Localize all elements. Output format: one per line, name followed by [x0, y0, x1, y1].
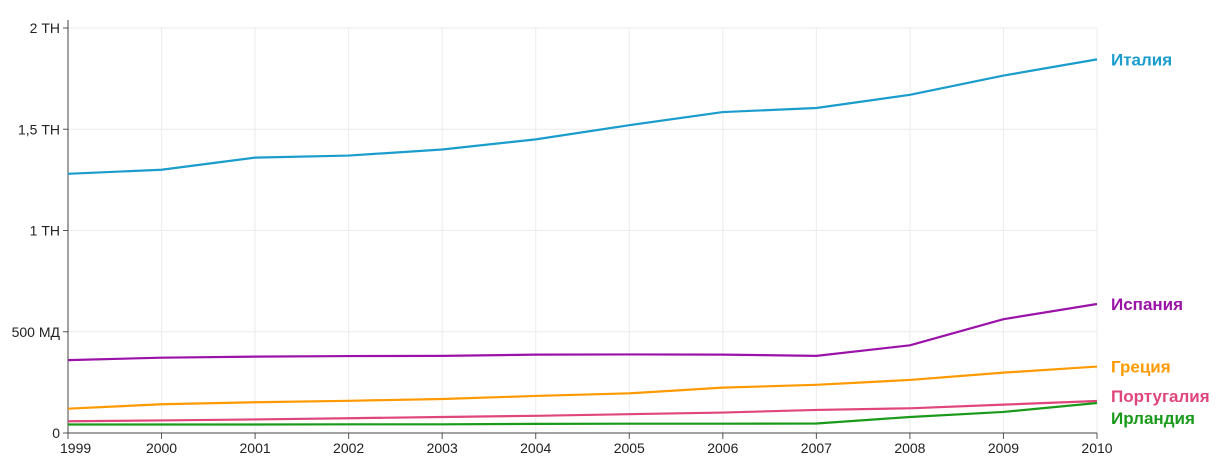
x-tick-label: 2007: [801, 440, 832, 456]
y-tick-label: 1 ТН: [30, 223, 60, 239]
x-tick-label: 2008: [894, 440, 925, 456]
series-label-5: Ирландия: [1111, 409, 1195, 428]
y-tick-label: 0: [52, 425, 60, 441]
x-tick-label: 2009: [988, 440, 1019, 456]
x-tick-label: 2002: [333, 440, 364, 456]
series-line-2: [67, 302, 1098, 362]
series-line-4: [67, 399, 1098, 423]
series-label-3: Греция: [1111, 358, 1171, 377]
axes: 0 500 МД 1 ТН 1,5 ТН 2 ТН 1999 2000 2001 2002 200…: [12, 20, 1113, 456]
series-labels: Италия Испания Греция Португалия Ирландия: [1111, 50, 1210, 428]
x-tick-label: 2003: [427, 440, 458, 456]
x-tick-label: 2004: [520, 440, 551, 456]
series-label-4: Португалия: [1111, 387, 1210, 406]
x-tick-label: 2010: [1081, 440, 1112, 456]
x-tick-label: 2000: [146, 440, 177, 456]
y-tick-label: 500 МД: [12, 324, 61, 340]
series-line-3: [67, 365, 1098, 410]
series-lines: [67, 58, 1098, 426]
x-tick-label: 1999: [60, 440, 91, 456]
series-label-2: Испания: [1111, 295, 1183, 314]
x-tick-label: 2001: [240, 440, 271, 456]
x-tick-label: 2006: [707, 440, 738, 456]
series-line-5: [68, 401, 1098, 426]
series-line-1: [67, 58, 1098, 175]
x-tick-label: 2005: [614, 440, 645, 456]
series-label-1: Италия: [1111, 50, 1172, 69]
y-tick-label: 1,5 ТН: [18, 121, 60, 137]
y-tick-label: 2 ТН: [30, 20, 60, 36]
